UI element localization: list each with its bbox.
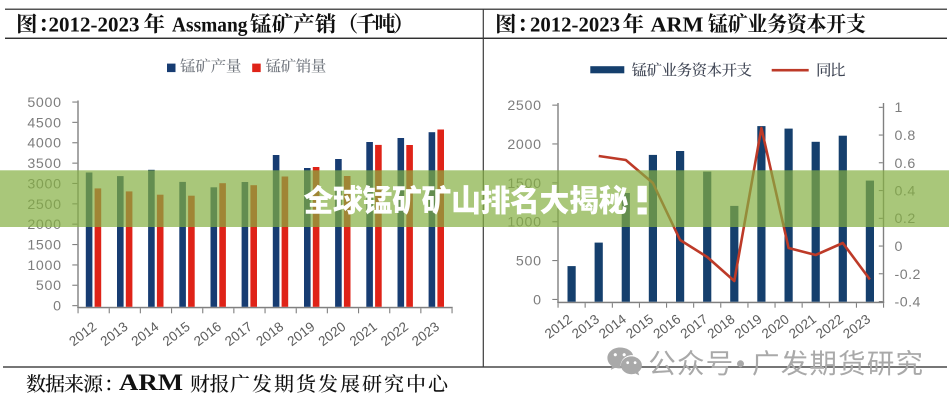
svg-text:ARM: ARM — [119, 370, 183, 395]
svg-text:1500: 1500 — [27, 238, 61, 254]
svg-text:500: 500 — [516, 254, 542, 270]
svg-text:2012-2023: 2012-2023 — [530, 13, 620, 37]
svg-text:2012-2023: 2012-2023 — [49, 13, 140, 37]
svg-text:2022: 2022 — [813, 311, 846, 341]
svg-text:2014: 2014 — [129, 319, 162, 349]
svg-text:2012: 2012 — [66, 319, 99, 349]
svg-text:2016: 2016 — [191, 319, 224, 349]
svg-text:3500: 3500 — [27, 156, 61, 172]
svg-text:2021: 2021 — [786, 311, 819, 341]
svg-text:2012: 2012 — [542, 311, 575, 341]
svg-text:2023: 2023 — [840, 311, 873, 341]
svg-text:2013: 2013 — [569, 311, 602, 341]
svg-text:0: 0 — [533, 292, 542, 308]
svg-text:1000: 1000 — [27, 258, 61, 274]
svg-text:4500: 4500 — [27, 115, 61, 131]
svg-text:-0.2: -0.2 — [895, 267, 921, 283]
svg-text:2000: 2000 — [507, 137, 541, 153]
svg-text:4000: 4000 — [27, 136, 61, 152]
svg-text:2019: 2019 — [284, 319, 317, 349]
svg-text:5000: 5000 — [27, 95, 61, 111]
svg-text:ARM: ARM — [651, 13, 704, 37]
svg-text:2018: 2018 — [705, 311, 738, 341]
svg-text:0: 0 — [895, 239, 903, 255]
svg-text:2500: 2500 — [507, 98, 541, 114]
svg-text:0.6: 0.6 — [895, 156, 916, 172]
svg-text:2019: 2019 — [732, 311, 765, 341]
svg-text:2022: 2022 — [378, 319, 411, 349]
svg-text:2017: 2017 — [677, 311, 710, 341]
svg-text:2014: 2014 — [596, 311, 629, 341]
svg-text:2023: 2023 — [409, 319, 442, 349]
svg-text:500: 500 — [36, 278, 62, 294]
svg-text:2016: 2016 — [650, 311, 683, 341]
svg-text:2015: 2015 — [160, 319, 193, 349]
svg-text:2017: 2017 — [222, 319, 255, 349]
svg-text:2018: 2018 — [253, 319, 286, 349]
svg-text:2021: 2021 — [347, 319, 380, 349]
svg-text:0.8: 0.8 — [895, 128, 916, 144]
svg-text:2013: 2013 — [97, 319, 130, 349]
svg-text:Assmang: Assmang — [172, 13, 248, 37]
svg-text:-0.4: -0.4 — [895, 295, 921, 311]
svg-text:2015: 2015 — [623, 311, 656, 341]
svg-text:1: 1 — [895, 100, 903, 116]
svg-text:2020: 2020 — [759, 311, 792, 341]
svg-text:2020: 2020 — [316, 319, 349, 349]
svg-text:0: 0 — [53, 299, 62, 315]
